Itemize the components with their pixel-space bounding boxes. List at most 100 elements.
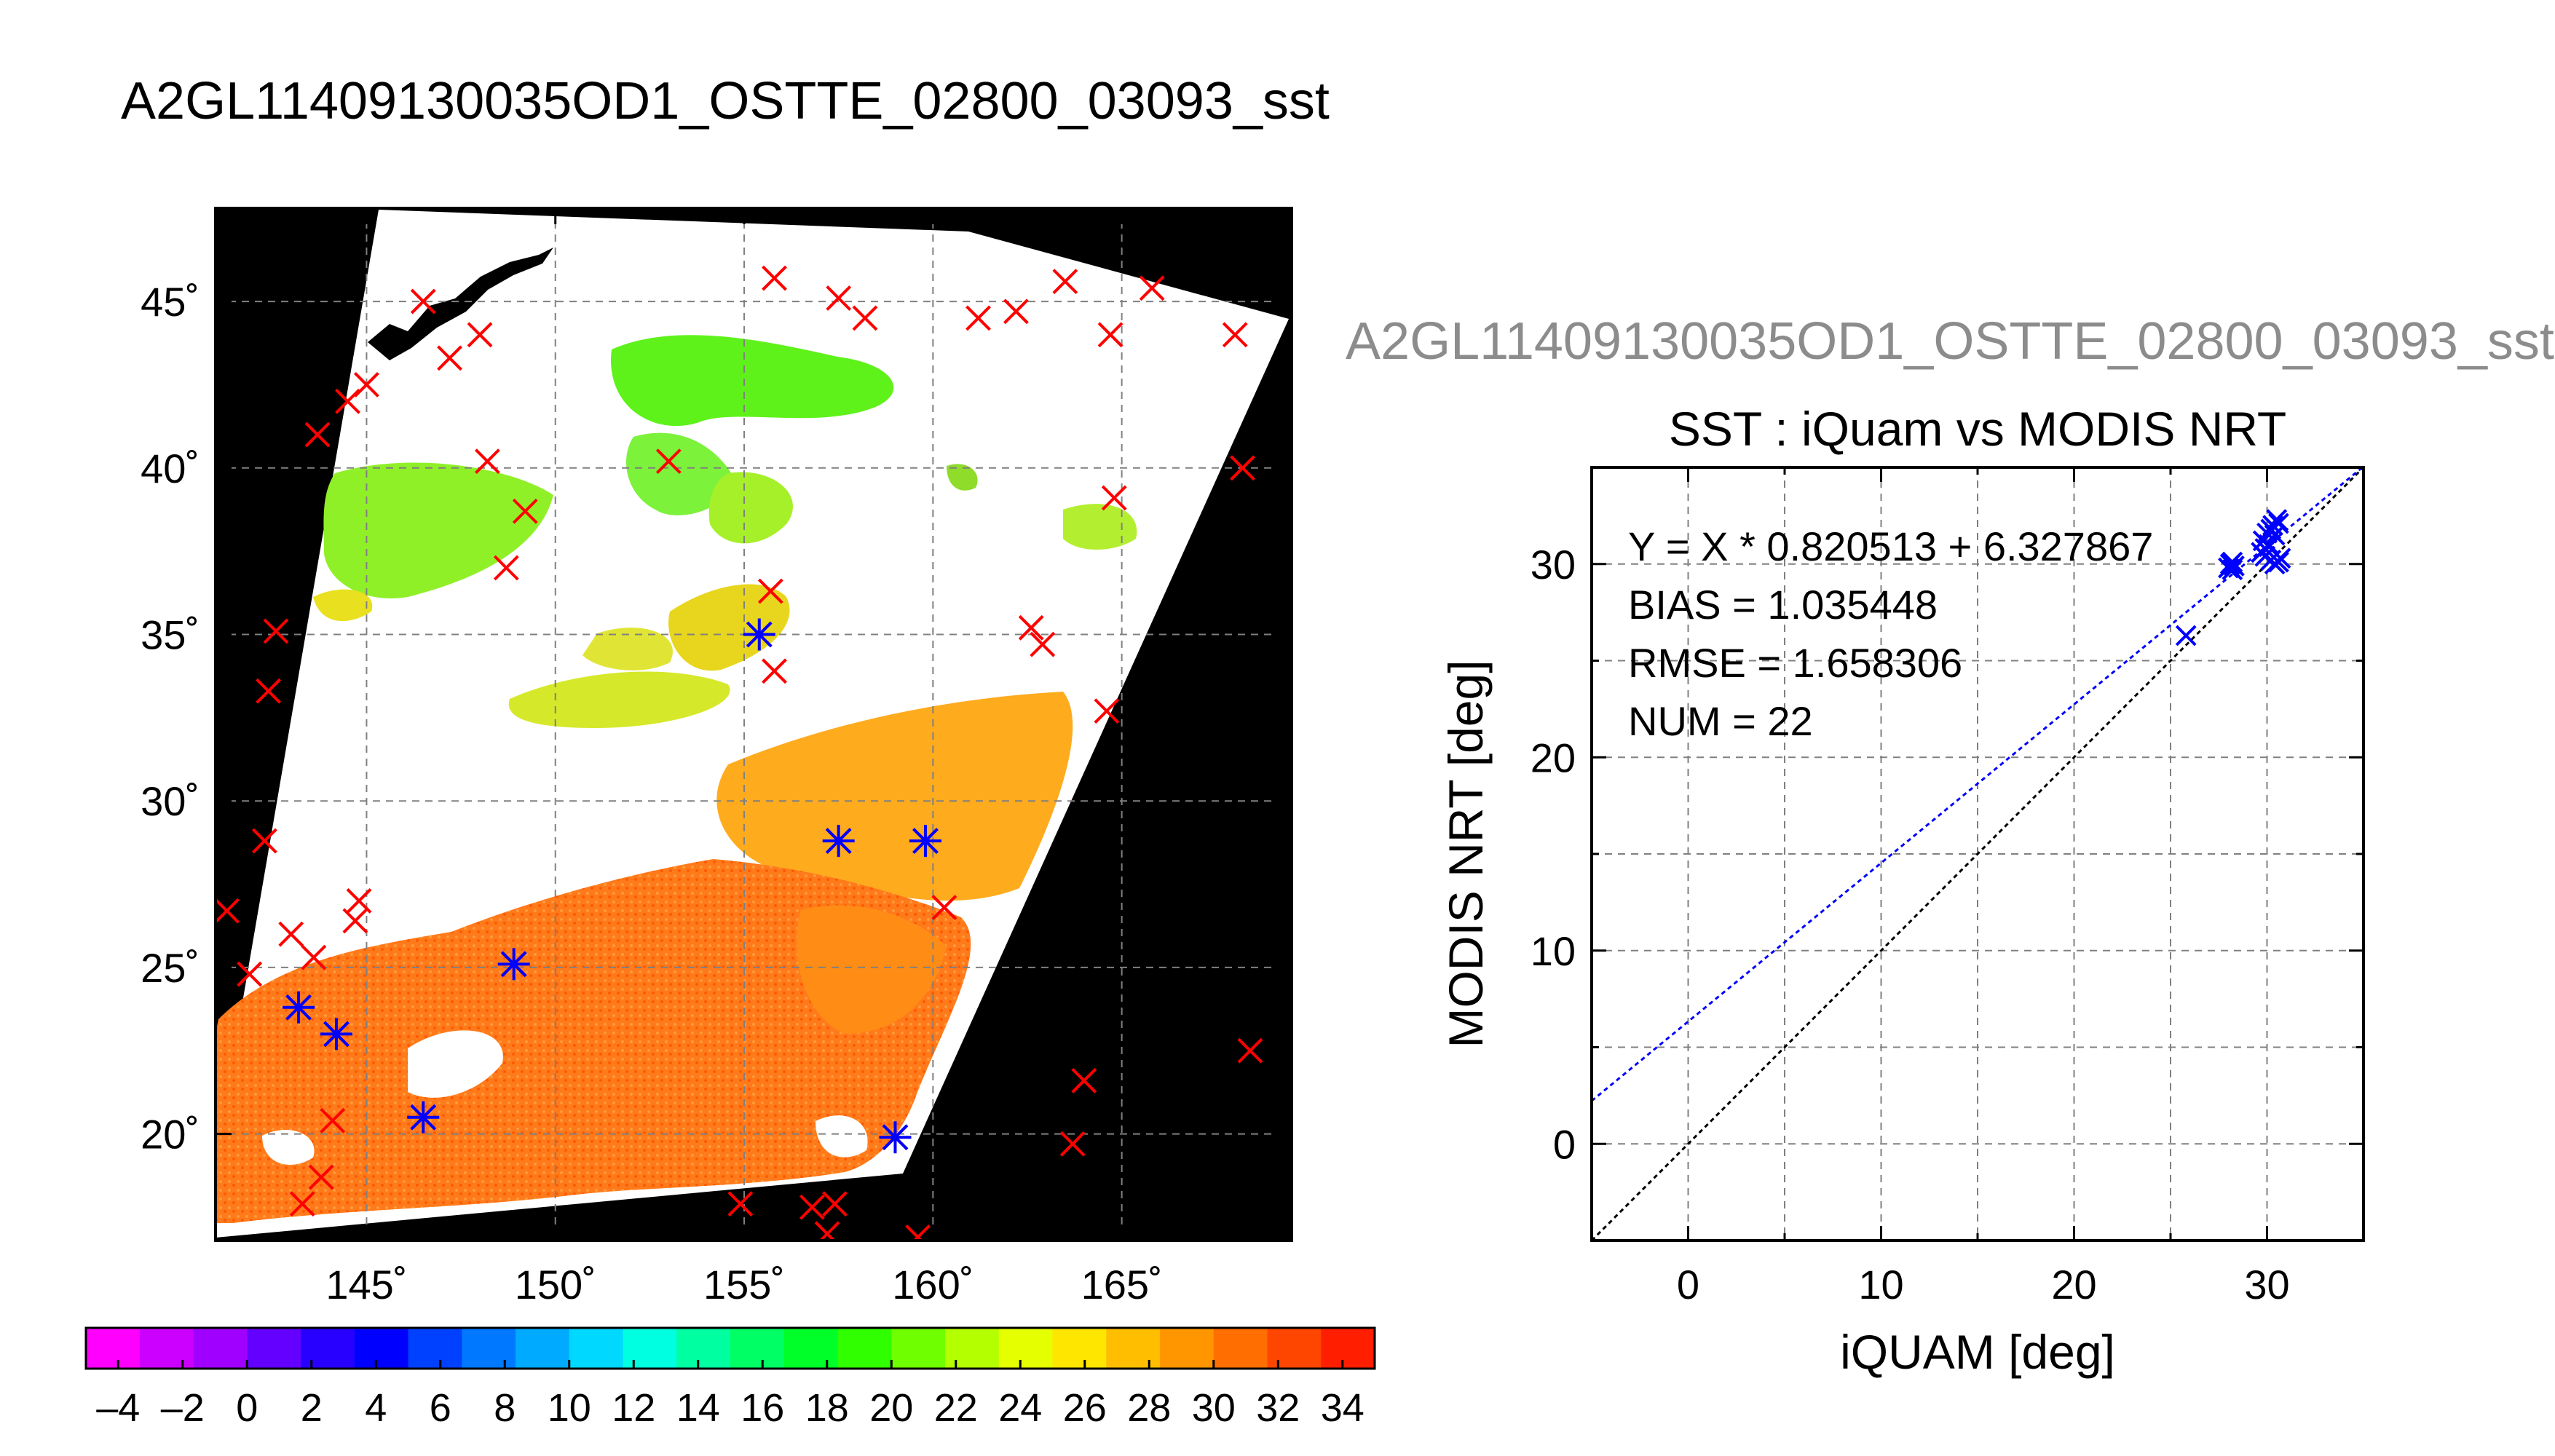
map-point-excluded-stroke bbox=[1139, 275, 1165, 301]
land-fragment bbox=[368, 248, 553, 360]
map-point-excluded bbox=[1230, 455, 1255, 481]
colorbar-tick-label: 30 bbox=[1192, 1386, 1236, 1430]
colorbar-segment bbox=[139, 1328, 194, 1369]
map-point-excluded-stroke bbox=[342, 908, 368, 934]
map-ticks: 145˚ 150˚ 155˚ 160˚ 165˚ 20˚ 25˚ 30˚ 35˚ 40˚ 45˚ bbox=[141, 208, 1292, 1307]
scatter-title: SST : iQuam vs MODIS NRT bbox=[1669, 402, 2286, 456]
map-point-excluded-stroke bbox=[216, 898, 240, 924]
map-point-excluded-stroke bbox=[762, 658, 787, 684]
colorbar-segment bbox=[193, 1328, 248, 1369]
map-point-excluded-stroke bbox=[1222, 322, 1248, 348]
map-point-excluded bbox=[237, 961, 263, 987]
map-point-matched bbox=[879, 1121, 912, 1154]
map-frame bbox=[214, 207, 1293, 1242]
map-point-excluded bbox=[320, 1107, 346, 1133]
map-point-excluded bbox=[342, 908, 368, 934]
map-point-excluded-stroke bbox=[512, 498, 538, 524]
colorbar: –4 –2 0 2 4 6 8 10 12 14 16 18 20 22 24 26 28 30 32 34 bbox=[84, 1326, 1376, 1430]
map-point-excluded-stroke bbox=[263, 618, 289, 644]
map-point-matched bbox=[743, 618, 775, 651]
bias-label: BIAS = 1.035448 bbox=[1628, 582, 1938, 628]
colorbar-segment bbox=[1160, 1328, 1215, 1369]
map-point-excluded bbox=[437, 345, 462, 371]
map-point-excluded bbox=[1059, 1131, 1086, 1157]
map-point-excluded-stroke bbox=[308, 1164, 334, 1190]
map-tick-label-lon: 150˚ bbox=[515, 1262, 596, 1307]
colorbar-segment bbox=[783, 1328, 838, 1369]
colorbar-segment bbox=[676, 1328, 731, 1369]
map-point-excluded-stroke bbox=[289, 1191, 315, 1217]
map-point-excluded bbox=[1052, 269, 1078, 295]
scatter-ylabel: MODIS NRT [deg] bbox=[1439, 660, 1493, 1048]
map-point-excluded-stroke bbox=[799, 1194, 825, 1220]
scatter-tick-label-y: 0 bbox=[1553, 1121, 1576, 1167]
map-point-excluded-stroke bbox=[1094, 698, 1120, 724]
map-point-excluded-stroke bbox=[912, 1224, 931, 1241]
identity-line bbox=[1592, 467, 2364, 1241]
map-point-excluded bbox=[905, 1224, 931, 1241]
map-point-excluded bbox=[467, 322, 493, 348]
map-point-excluded bbox=[346, 888, 372, 914]
sst-patch bbox=[1063, 504, 1137, 550]
colorbar-tick-label: 24 bbox=[998, 1386, 1042, 1430]
scatter-points bbox=[2175, 509, 2291, 646]
map-point-matched-stroke bbox=[825, 828, 852, 855]
map-point-excluded bbox=[263, 618, 289, 644]
map-point-matched-stroke bbox=[746, 621, 773, 648]
map-point-matched bbox=[497, 948, 530, 981]
map-point-excluded bbox=[1139, 275, 1165, 301]
colorbar-tick-label: 28 bbox=[1127, 1386, 1171, 1430]
colorbar-tick-label: 14 bbox=[676, 1386, 720, 1430]
map-point-excluded bbox=[814, 1221, 840, 1241]
num-label: NUM = 22 bbox=[1628, 698, 1813, 744]
sst-patch bbox=[708, 472, 793, 544]
map-point-excluded-stroke bbox=[655, 448, 682, 475]
colorbar-segment bbox=[462, 1328, 516, 1369]
map-point-matched-stroke bbox=[500, 951, 527, 978]
map-point-excluded-stroke bbox=[1071, 1068, 1097, 1093]
map-tick-label-lat: 25˚ bbox=[141, 945, 200, 991]
scatter-tick-label-y: 20 bbox=[1531, 735, 1576, 780]
colorbar-segment bbox=[408, 1328, 462, 1369]
map-point-matched bbox=[283, 991, 315, 1024]
map-point-excluded-stroke bbox=[727, 1191, 754, 1217]
map-point-excluded bbox=[1071, 1068, 1097, 1093]
colorbar-segment bbox=[247, 1328, 301, 1369]
colorbar-segment bbox=[301, 1328, 355, 1369]
sst-patch bbox=[508, 671, 730, 728]
scatter-lines bbox=[1592, 467, 2364, 1241]
map-point-excluded-stroke bbox=[762, 265, 787, 291]
map-point-matched-stroke bbox=[912, 828, 939, 855]
map-tick-label-lon: 160˚ bbox=[892, 1262, 974, 1307]
map-point-excluded bbox=[289, 1191, 315, 1217]
scatter-tick-label-x: 10 bbox=[1858, 1262, 1903, 1307]
map-point-excluded bbox=[354, 372, 379, 397]
colorbar-segment bbox=[1213, 1328, 1268, 1369]
map-point-excluded-stroke bbox=[1052, 269, 1078, 295]
colorbar-segment bbox=[623, 1328, 677, 1369]
colorbar-segment bbox=[1321, 1328, 1375, 1369]
sst-patch bbox=[216, 859, 971, 1223]
map-point-excluded bbox=[762, 658, 787, 684]
sst-patch bbox=[716, 692, 1073, 901]
scatter-tick-label-x: 30 bbox=[2244, 1262, 2289, 1307]
map-tick-label-lat: 40˚ bbox=[141, 446, 200, 491]
map-point-excluded-stroke bbox=[757, 578, 783, 604]
colorbar-tick-label: 20 bbox=[869, 1386, 913, 1430]
map-tick-label-lat: 30˚ bbox=[141, 778, 200, 824]
map-point-excluded-stroke bbox=[278, 921, 304, 947]
sst-patch bbox=[611, 335, 894, 427]
map-point-excluded-stroke bbox=[826, 285, 852, 311]
colorbar-segment bbox=[1106, 1328, 1161, 1369]
map-point-excluded bbox=[1097, 322, 1124, 348]
scatter-point-stroke bbox=[2270, 547, 2291, 569]
map-point-excluded-stroke bbox=[852, 305, 878, 331]
map-point-excluded bbox=[335, 388, 360, 414]
map-point-excluded-stroke bbox=[354, 372, 379, 397]
map-grid bbox=[216, 208, 1292, 1241]
colorbar-segment bbox=[354, 1328, 408, 1369]
map-markers bbox=[216, 265, 1263, 1241]
map-point-excluded-stroke bbox=[410, 288, 436, 314]
map-point-excluded bbox=[655, 448, 682, 475]
